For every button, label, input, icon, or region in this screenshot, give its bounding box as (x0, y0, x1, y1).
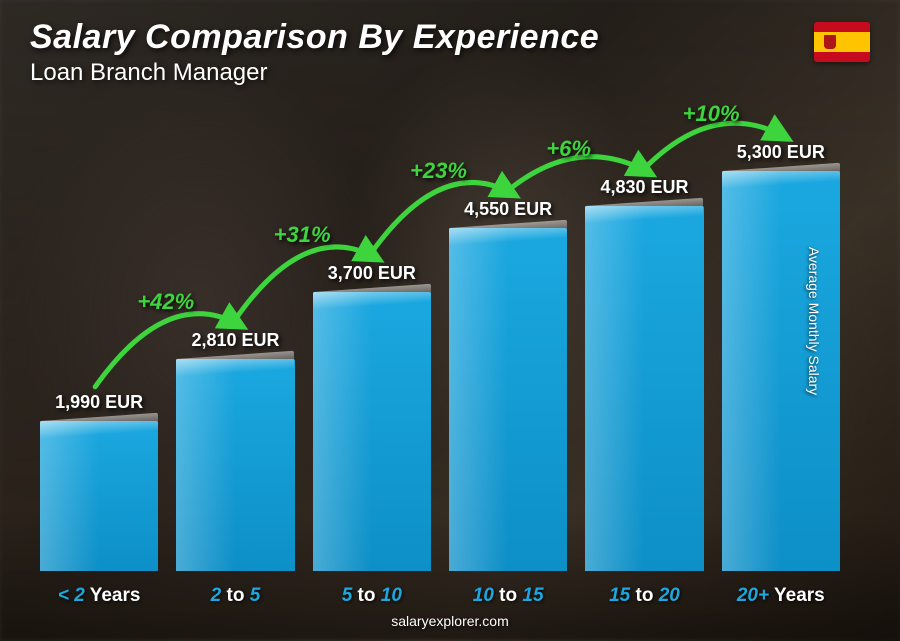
bar (313, 292, 431, 571)
bar-value-label: 2,810 EUR (191, 330, 279, 351)
bar-group: 3,700 EUR5 to 10 (313, 263, 431, 571)
bar-category-label: 15 to 20 (609, 585, 680, 607)
bar-value-label: 1,990 EUR (55, 392, 143, 413)
bar (40, 421, 158, 571)
increase-percent-label: +42% (137, 289, 194, 315)
bar-value-label: 4,830 EUR (600, 177, 688, 198)
bar-category-label: 20+ Years (737, 585, 825, 607)
bar-group: 4,830 EUR15 to 20 (585, 177, 703, 571)
flag-emblem (824, 35, 836, 49)
bar-category-label: < 2 Years (58, 585, 141, 607)
footer-attribution: salaryexplorer.com (0, 613, 900, 629)
flag-stripe-bottom (814, 52, 870, 62)
bar-value-label: 5,300 EUR (737, 142, 825, 163)
bar-group: 4,550 EUR10 to 15 (449, 199, 567, 571)
bar-category-label: 10 to 15 (473, 585, 544, 607)
spain-flag-icon (814, 22, 870, 62)
bar-category-label: 5 to 10 (342, 585, 402, 607)
increase-percent-label: +23% (410, 158, 467, 184)
bar-group: 5,300 EUR20+ Years (722, 142, 840, 571)
bar (176, 359, 294, 571)
chart-container: Salary Comparison By Experience Loan Bra… (0, 0, 900, 641)
chart-header: Salary Comparison By Experience Loan Bra… (30, 18, 870, 87)
chart-subtitle: Loan Branch Manager (30, 59, 870, 87)
bar (722, 171, 840, 571)
increase-percent-label: +31% (274, 222, 331, 248)
increase-percent-label: +6% (546, 136, 591, 162)
bar (449, 228, 567, 571)
bar-value-label: 3,700 EUR (328, 263, 416, 284)
bar-group: 2,810 EUR2 to 5 (176, 330, 294, 571)
flag-stripe-middle (814, 32, 870, 52)
bar-category-label: 2 to 5 (211, 585, 261, 607)
y-axis-label: Average Monthly Salary (806, 246, 822, 394)
bars-area: 1,990 EUR< 2 Years2,810 EUR2 to 53,700 E… (40, 120, 840, 571)
increase-percent-label: +10% (683, 101, 740, 127)
chart-title: Salary Comparison By Experience (30, 18, 870, 57)
bar-group: 1,990 EUR< 2 Years (40, 392, 158, 571)
flag-stripe-top (814, 22, 870, 32)
bar (585, 206, 703, 571)
bar-value-label: 4,550 EUR (464, 199, 552, 220)
